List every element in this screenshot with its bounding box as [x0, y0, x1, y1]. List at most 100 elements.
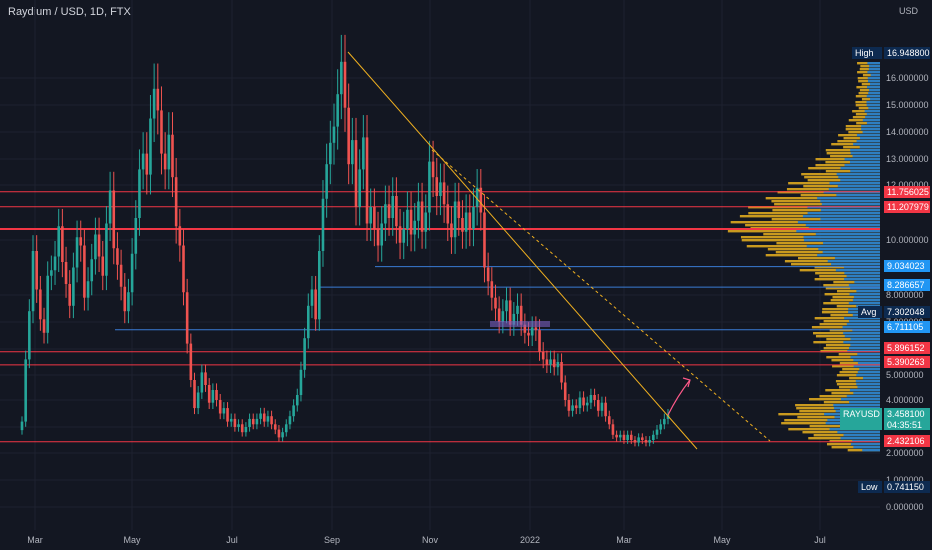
vp-bar-blue [821, 203, 880, 206]
vp-bar-blue [849, 401, 880, 404]
candle-body [310, 289, 314, 306]
vp-bar-blue [846, 395, 880, 398]
vp-bar-blue [842, 326, 880, 329]
vp-bar-blue [868, 92, 880, 95]
vp-bar-blue [846, 275, 880, 278]
candle-body [116, 248, 119, 265]
candle-body [321, 198, 325, 251]
time-axis[interactable]: Mar May Jul Sep Nov 2022 Mar May Jul [27, 535, 826, 545]
candle-body [266, 416, 270, 422]
vp-bar-blue [849, 389, 880, 392]
vp-bar-blue [844, 317, 880, 320]
candle-body [251, 418, 255, 425]
vp-bar-blue [829, 182, 880, 185]
vp-bar-blue [848, 320, 880, 323]
vp-bar-blue [836, 173, 880, 176]
price-tag-bg [852, 47, 882, 59]
candle-body [406, 209, 409, 229]
candle-body [593, 395, 596, 400]
y-tick-label: 1.000000 [886, 475, 924, 485]
candle-body [336, 94, 339, 127]
candle-body [641, 437, 644, 440]
vp-bar-blue [843, 434, 880, 437]
vp-bar-blue [820, 218, 880, 221]
candle-body [229, 418, 233, 422]
price-label-text: 3.458100 [887, 409, 925, 419]
candle-body [549, 359, 552, 365]
candle-body [582, 397, 585, 406]
candle-body [387, 204, 391, 218]
vp-bar-blue [837, 431, 880, 434]
candle-body [505, 300, 508, 312]
vp-bar-blue [843, 332, 880, 335]
candle-body [211, 390, 215, 403]
vp-bar-blue [859, 137, 880, 140]
candle-body [218, 400, 222, 414]
y-tick-label: 8.000000 [886, 290, 924, 300]
candle-body [90, 259, 94, 282]
candle-body [530, 327, 534, 336]
vp-bar-blue [859, 146, 880, 149]
candle-body [545, 359, 549, 365]
candle-body [61, 226, 64, 262]
candle-body [431, 161, 435, 178]
candle-body [354, 140, 358, 207]
vp-bar-blue [857, 362, 880, 365]
candle-body [46, 275, 49, 333]
y-tick-label: 5.000000 [886, 370, 924, 380]
trend-lines[interactable] [347, 51, 771, 450]
candle-body [600, 402, 604, 411]
vp-bar-blue [848, 302, 880, 305]
vp-bar-blue [850, 356, 880, 359]
price-label-bg [884, 481, 930, 493]
candle-body [501, 311, 505, 322]
x-tick-label: Nov [422, 535, 439, 545]
vp-bar-blue [844, 164, 880, 167]
candle-body [270, 416, 273, 425]
candle-body [130, 253, 134, 293]
candle-body [108, 190, 112, 224]
price-label-bg [884, 260, 930, 272]
vp-bar-blue [866, 104, 880, 107]
price-label-bg [884, 356, 930, 368]
candle-body [439, 182, 442, 196]
candle-body [409, 209, 413, 235]
vp-bar-blue [805, 224, 880, 227]
chart-title: Raydium / USD, 1D, FTX [8, 6, 131, 18]
price-tag-text: Avg [861, 307, 876, 317]
candle-body [633, 440, 637, 443]
vp-bar-blue [856, 383, 880, 386]
vp-bar-blue [853, 143, 880, 146]
vp-bar-blue [855, 380, 880, 383]
vp-bar-blue [856, 134, 880, 137]
vp-bar-blue [870, 98, 880, 101]
price-labels: High 16.948800 11.756025 11.207979 9.034023 8… [840, 47, 930, 493]
candle-body [571, 405, 574, 411]
candle-body [288, 416, 292, 425]
candle-body [72, 267, 75, 306]
y-tick-label: 13.000000 [886, 154, 929, 164]
price-tag-bg [840, 408, 882, 430]
price-label-bg [884, 186, 930, 198]
vp-bar-blue [862, 119, 880, 122]
price-label-text: 7.302048 [887, 307, 925, 317]
price-tag-text: RAYUSD [843, 409, 880, 419]
candle-body [365, 137, 369, 224]
candle-body [163, 153, 167, 170]
price-label-bg [884, 201, 930, 213]
candle-body [31, 251, 35, 312]
candle-body [226, 408, 229, 422]
candle-body [376, 229, 380, 246]
candle-body [127, 292, 130, 312]
candle-body [57, 226, 61, 257]
vp-bar-blue [865, 116, 880, 119]
candle-body [644, 440, 648, 443]
vp-bar-blue [828, 188, 880, 191]
vp-bar-blue [840, 179, 880, 182]
vp-bar-blue [850, 149, 880, 152]
candle-body [185, 292, 189, 344]
candle-body [149, 118, 152, 175]
vp-bar-blue [859, 368, 880, 371]
candle-body [351, 140, 354, 165]
